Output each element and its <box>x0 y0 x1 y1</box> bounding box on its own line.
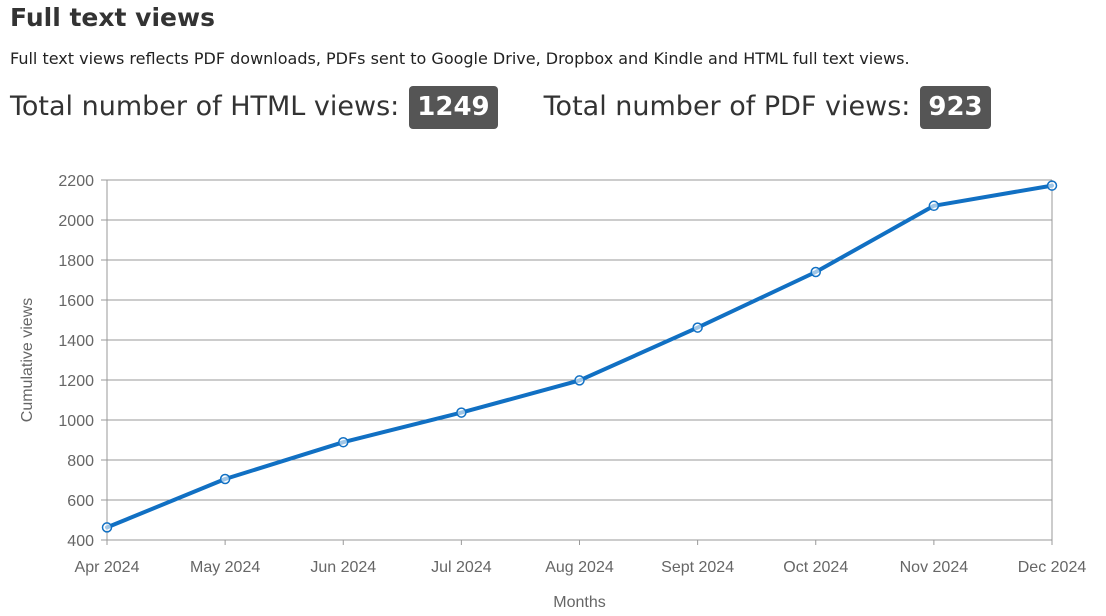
series-line <box>105 183 1054 530</box>
pdf-views-badge: 923 <box>920 85 991 129</box>
x-tick-label: Apr 2024 <box>75 559 140 576</box>
x-tick-label: Dec 2024 <box>1018 559 1087 576</box>
y-tick-label: 600 <box>67 493 94 510</box>
x-tick-label: Nov 2024 <box>900 559 969 576</box>
data-point <box>219 473 231 485</box>
y-tick-label: 1800 <box>58 253 94 270</box>
x-tick-label: Jun 2024 <box>310 559 376 576</box>
html-views-label: Total number of HTML views: <box>10 91 400 122</box>
data-point <box>692 322 703 333</box>
x-tick-label: Sept 2024 <box>661 559 734 576</box>
html-views-badge: 1249 <box>409 85 498 129</box>
y-axis-title: Cumulative views <box>19 298 36 422</box>
y-tick-label: 1200 <box>58 373 94 390</box>
y-tick-label: 2200 <box>58 173 94 190</box>
data-point <box>456 407 467 418</box>
data-point <box>1046 180 1058 191</box>
y-tick-label: 1400 <box>58 333 94 350</box>
data-point <box>101 522 113 533</box>
y-tick-label: 800 <box>67 453 94 470</box>
pdf-views-label: Total number of PDF views: <box>543 91 911 122</box>
pdf-views-total: Total number of PDF views: 923 <box>544 85 991 129</box>
y-tick-label: 400 <box>67 533 94 550</box>
data-point <box>810 266 821 278</box>
page-description: Full text views reflects PDF downloads, … <box>10 49 910 68</box>
y-tick-label: 2000 <box>58 213 94 230</box>
page-title: Full text views <box>10 3 215 32</box>
data-point <box>338 436 349 448</box>
y-tick-label: 1600 <box>58 293 94 310</box>
data-point <box>574 375 585 386</box>
x-tick-label: Aug 2024 <box>545 559 614 576</box>
y-tick-label: 1000 <box>58 413 94 430</box>
x-tick-label: May 2024 <box>190 559 260 576</box>
x-tick-label: Jul 2024 <box>431 559 492 576</box>
x-axis-title: Months <box>553 594 605 611</box>
html-views-total: Total number of HTML views: 1249 <box>10 85 498 129</box>
data-point <box>928 200 940 212</box>
totals-row: Total number of HTML views: 1249 Total n… <box>10 84 991 130</box>
x-tick-label: Oct 2024 <box>783 559 848 576</box>
